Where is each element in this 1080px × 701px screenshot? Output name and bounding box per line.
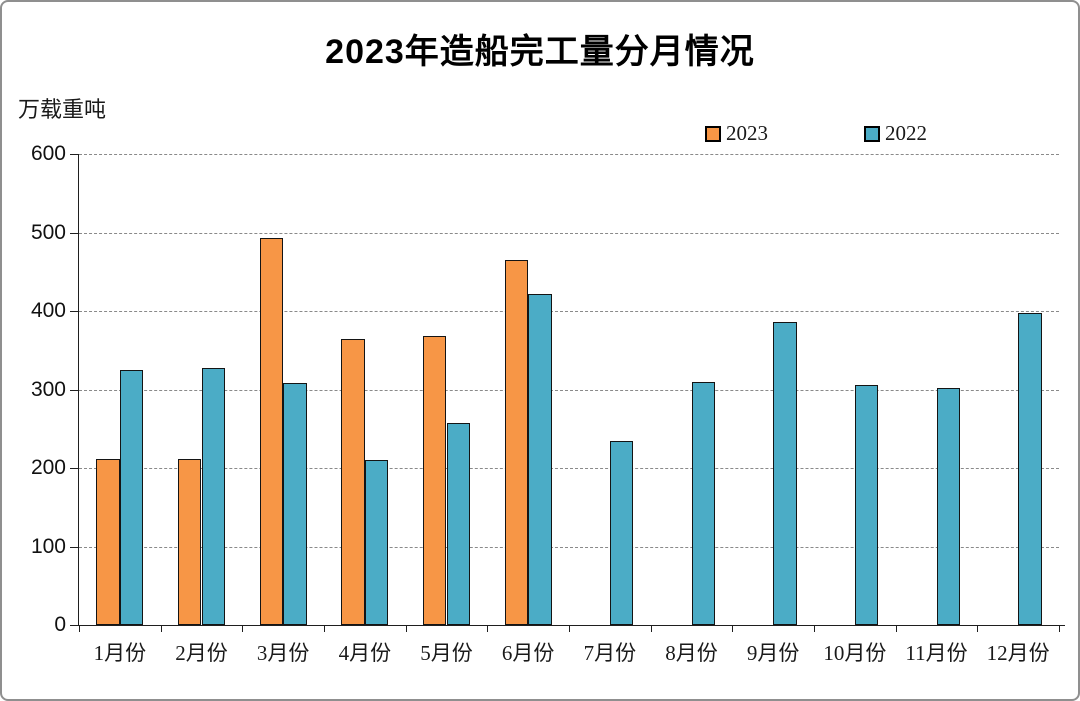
x-axis-tick-label-10: 10月份 xyxy=(823,641,887,665)
y-tick-mark-200 xyxy=(70,468,78,469)
y-axis-tick-label-300: 300 xyxy=(30,377,66,401)
y-tick-mark-600 xyxy=(70,154,78,155)
x-tick-mark-1 xyxy=(160,625,162,632)
x-tick-mark-7 xyxy=(650,625,652,632)
y-axis-tick-label-500: 500 xyxy=(30,220,66,244)
x-tick-mark-9 xyxy=(814,625,815,632)
x-axis-tick-label-6: 6月份 xyxy=(501,641,555,665)
bar-2022-month-10 xyxy=(854,384,879,625)
x-axis-tick-label-2: 2月份 xyxy=(175,641,228,665)
x-axis-tick-label-5: 5月份 xyxy=(420,641,473,665)
legend-swatch-2023 xyxy=(705,125,721,142)
x-tick-mark-0 xyxy=(79,625,80,632)
x-axis-tick-label-12: 12月份 xyxy=(986,641,1050,665)
bar-2022-month-6 xyxy=(528,293,552,625)
bar-2022-month-8 xyxy=(691,382,715,625)
bar-2022-month-3 xyxy=(283,383,307,625)
legend: 2023 2022 xyxy=(705,121,927,146)
legend-label-2023: 2023 xyxy=(726,121,768,145)
bar-2022-month-2 xyxy=(201,368,225,625)
bar-2023-month-5 xyxy=(423,336,447,625)
x-tick-mark-4 xyxy=(405,625,407,632)
bar-2023-month-1 xyxy=(96,459,120,625)
bar-2023-month-6 xyxy=(504,259,529,625)
chart-title: 2023年造船完工量分月情况 xyxy=(325,33,755,71)
legend-swatch-2022 xyxy=(864,125,880,142)
plot-area: 1月份 2月份 3月份 4月份 5月份 6月份 7月份 8月份 9月份 10月份 11月份 12月份 xyxy=(70,154,1065,665)
bar-2022-month-5 xyxy=(446,423,470,625)
bar-2023-month-3 xyxy=(259,238,284,625)
x-tick-mark-11 xyxy=(977,625,979,632)
y-tick-mark-300 xyxy=(70,389,78,391)
bar-2022-month-7 xyxy=(609,441,634,625)
x-tick-mark-12 xyxy=(1059,625,1060,632)
y-axis-tick-label-0: 0 xyxy=(54,613,66,636)
legend-item-2022: 2022 xyxy=(864,121,927,146)
y-axis-unit-label: 万载重吨 xyxy=(18,97,107,122)
gridline-y-200 xyxy=(79,468,1059,469)
x-tick-mark-10 xyxy=(895,625,897,632)
x-tick-mark-6 xyxy=(569,625,570,632)
x-axis-tick-label-11: 11月份 xyxy=(905,641,968,665)
y-axis-tick-label-600: 600 xyxy=(30,142,66,165)
x-axis-tick-label-3: 3月份 xyxy=(256,641,310,665)
y-tick-mark-400 xyxy=(70,311,78,312)
bar-2022-month-12 xyxy=(1018,313,1042,625)
y-axis-tick-label-100: 100 xyxy=(30,534,66,558)
x-axis-tick-label-8: 8月份 xyxy=(665,641,718,665)
x-tick-mark-5 xyxy=(487,625,489,632)
gridline-y-400 xyxy=(79,311,1059,312)
y-axis-line xyxy=(78,154,79,625)
legend-label-2022: 2022 xyxy=(885,121,927,145)
x-tick-mark-8 xyxy=(732,625,734,632)
bar-2022-month-1 xyxy=(119,369,144,625)
bar-2022-month-11 xyxy=(936,387,960,625)
gridline-y-100 xyxy=(79,546,1059,548)
bar-2023-month-2 xyxy=(178,459,202,625)
y-axis-tick-label-200: 200 xyxy=(30,456,66,479)
x-axis-line xyxy=(78,625,1065,626)
x-axis-tick-label-1: 1月份 xyxy=(93,641,147,665)
bar-2022-month-4 xyxy=(364,460,389,625)
y-tick-mark-500 xyxy=(70,232,78,234)
x-tick-mark-2 xyxy=(242,625,244,632)
gridline-y-300 xyxy=(79,389,1059,391)
x-axis-tick-label-7: 7月份 xyxy=(583,641,637,665)
bar-2022-month-9 xyxy=(773,322,797,625)
y-tick-mark-0 xyxy=(70,625,78,626)
x-axis-tick-label-9: 9月份 xyxy=(746,641,800,665)
y-axis-tick-label-400: 400 xyxy=(30,299,66,322)
x-tick-mark-3 xyxy=(324,625,325,632)
x-axis-tick-label-4: 4月份 xyxy=(338,641,392,665)
legend-item-2023: 2023 xyxy=(705,121,768,146)
bar-2023-month-4 xyxy=(341,339,365,625)
y-tick-mark-100 xyxy=(70,546,78,548)
gridline-y-500 xyxy=(79,232,1059,234)
gridline-y-600 xyxy=(79,154,1059,155)
